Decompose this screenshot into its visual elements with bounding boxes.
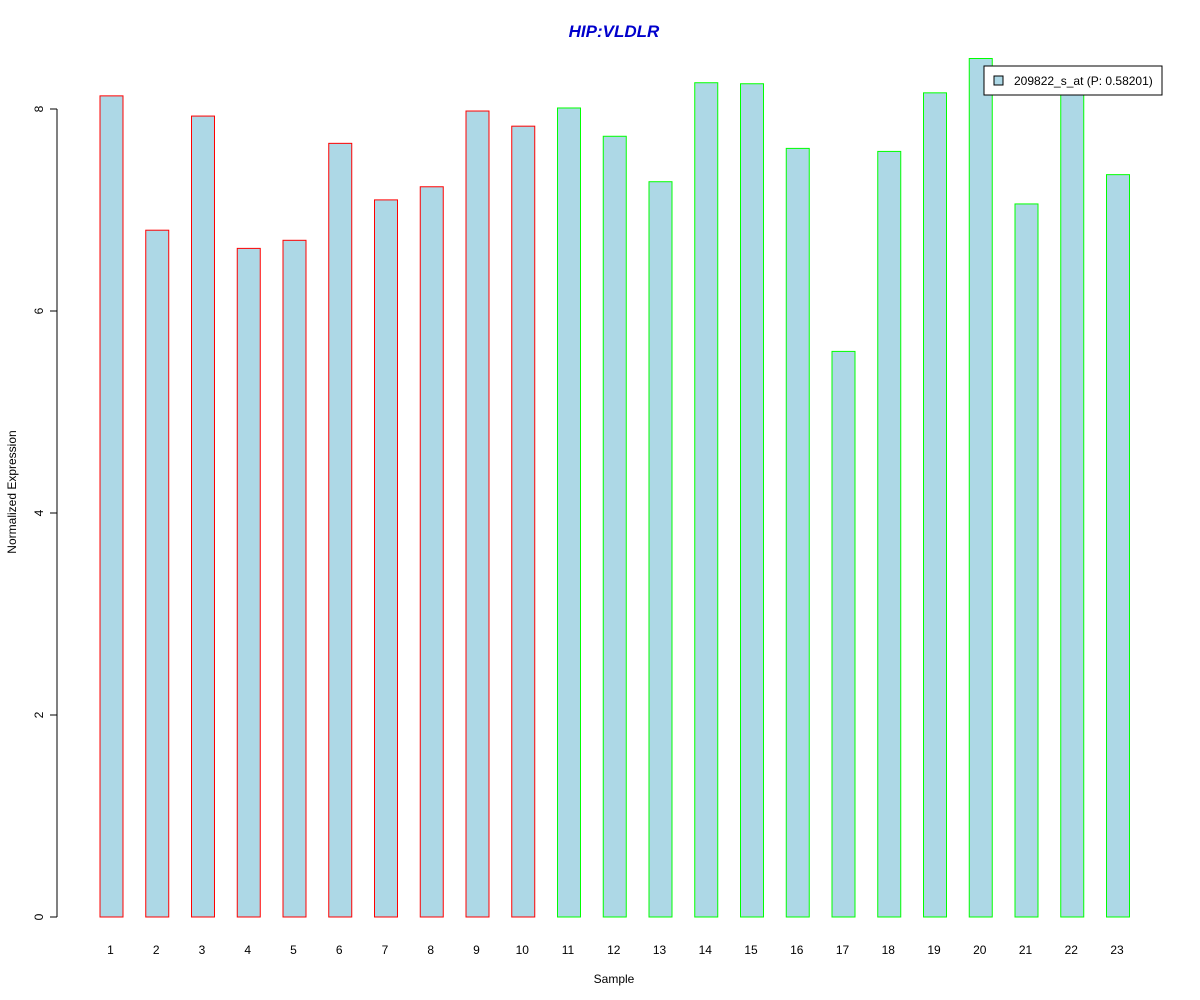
x-tick-label: 20	[973, 943, 987, 957]
bar-7	[374, 199, 398, 918]
x-tick-label: 9	[473, 943, 480, 957]
bar-2	[145, 229, 170, 918]
legend: 209822_s_at (P: 0.58201)	[983, 65, 1163, 96]
bar-19	[923, 92, 947, 918]
chart-title: HIP:VLDLR	[569, 22, 660, 41]
x-tick-label: 2	[153, 943, 160, 957]
bar-21	[1014, 203, 1039, 918]
legend-box	[983, 65, 1163, 96]
x-tick-label: 7	[382, 943, 389, 957]
y-tick-label: 2	[32, 711, 46, 718]
bar-10	[511, 125, 536, 918]
bar-4	[236, 247, 261, 918]
bar-11	[557, 107, 581, 918]
bar-20	[968, 58, 993, 918]
bar-14	[694, 82, 719, 918]
x-tick-label: 18	[882, 943, 896, 957]
x-tick-label: 14	[699, 943, 713, 957]
bar-17	[831, 350, 856, 918]
bar-13	[648, 181, 673, 918]
x-tick-label: 19	[927, 943, 941, 957]
x-tick-label: 12	[607, 943, 621, 957]
x-tick-label: 15	[744, 943, 758, 957]
y-tick-label: 0	[32, 913, 46, 920]
y-axis: 0 2 4 6 8	[32, 105, 58, 920]
bar-8	[419, 186, 444, 918]
y-tick-label: 8	[32, 105, 46, 112]
bar-12	[602, 135, 627, 918]
bar-9	[465, 110, 490, 918]
x-tick-label: 6	[336, 943, 343, 957]
y-axis-label: Normalized Expression	[5, 430, 19, 553]
x-tick-label: 16	[790, 943, 804, 957]
x-tick-label: 22	[1065, 943, 1079, 957]
x-tick-label: 17	[836, 943, 850, 957]
legend-swatch	[993, 75, 1004, 86]
x-tick-label: 4	[244, 943, 251, 957]
x-tick-label: 11	[562, 943, 575, 957]
bar-23	[1106, 174, 1130, 918]
bar-22	[1060, 90, 1085, 918]
x-axis-label: Sample	[594, 972, 635, 986]
bar-6	[328, 142, 353, 918]
x-axis-tick-labels: 1 2 3 4 5 6 7 8 9 10 11 12 13 14 15 16 17 18 19 20 21 22 23	[107, 943, 1124, 957]
x-tick-label: 10	[516, 943, 530, 957]
bars	[99, 58, 1130, 918]
bar-1	[99, 95, 124, 918]
x-tick-label: 8	[427, 943, 434, 957]
x-tick-label: 13	[653, 943, 667, 957]
bar-15	[740, 83, 764, 918]
x-tick-label: 3	[199, 943, 206, 957]
y-tick-label: 4	[32, 509, 46, 516]
bar-5	[282, 239, 307, 918]
y-tick-label: 6	[32, 307, 46, 314]
bar-16	[785, 147, 810, 918]
x-tick-label: 23	[1110, 943, 1124, 957]
bar-3	[191, 115, 215, 918]
bar-18	[877, 150, 902, 918]
x-tick-label: 1	[107, 943, 114, 957]
x-tick-label: 5	[290, 943, 297, 957]
x-tick-label: 21	[1019, 943, 1033, 957]
legend-label: 209822_s_at (P: 0.58201)	[1014, 74, 1153, 88]
